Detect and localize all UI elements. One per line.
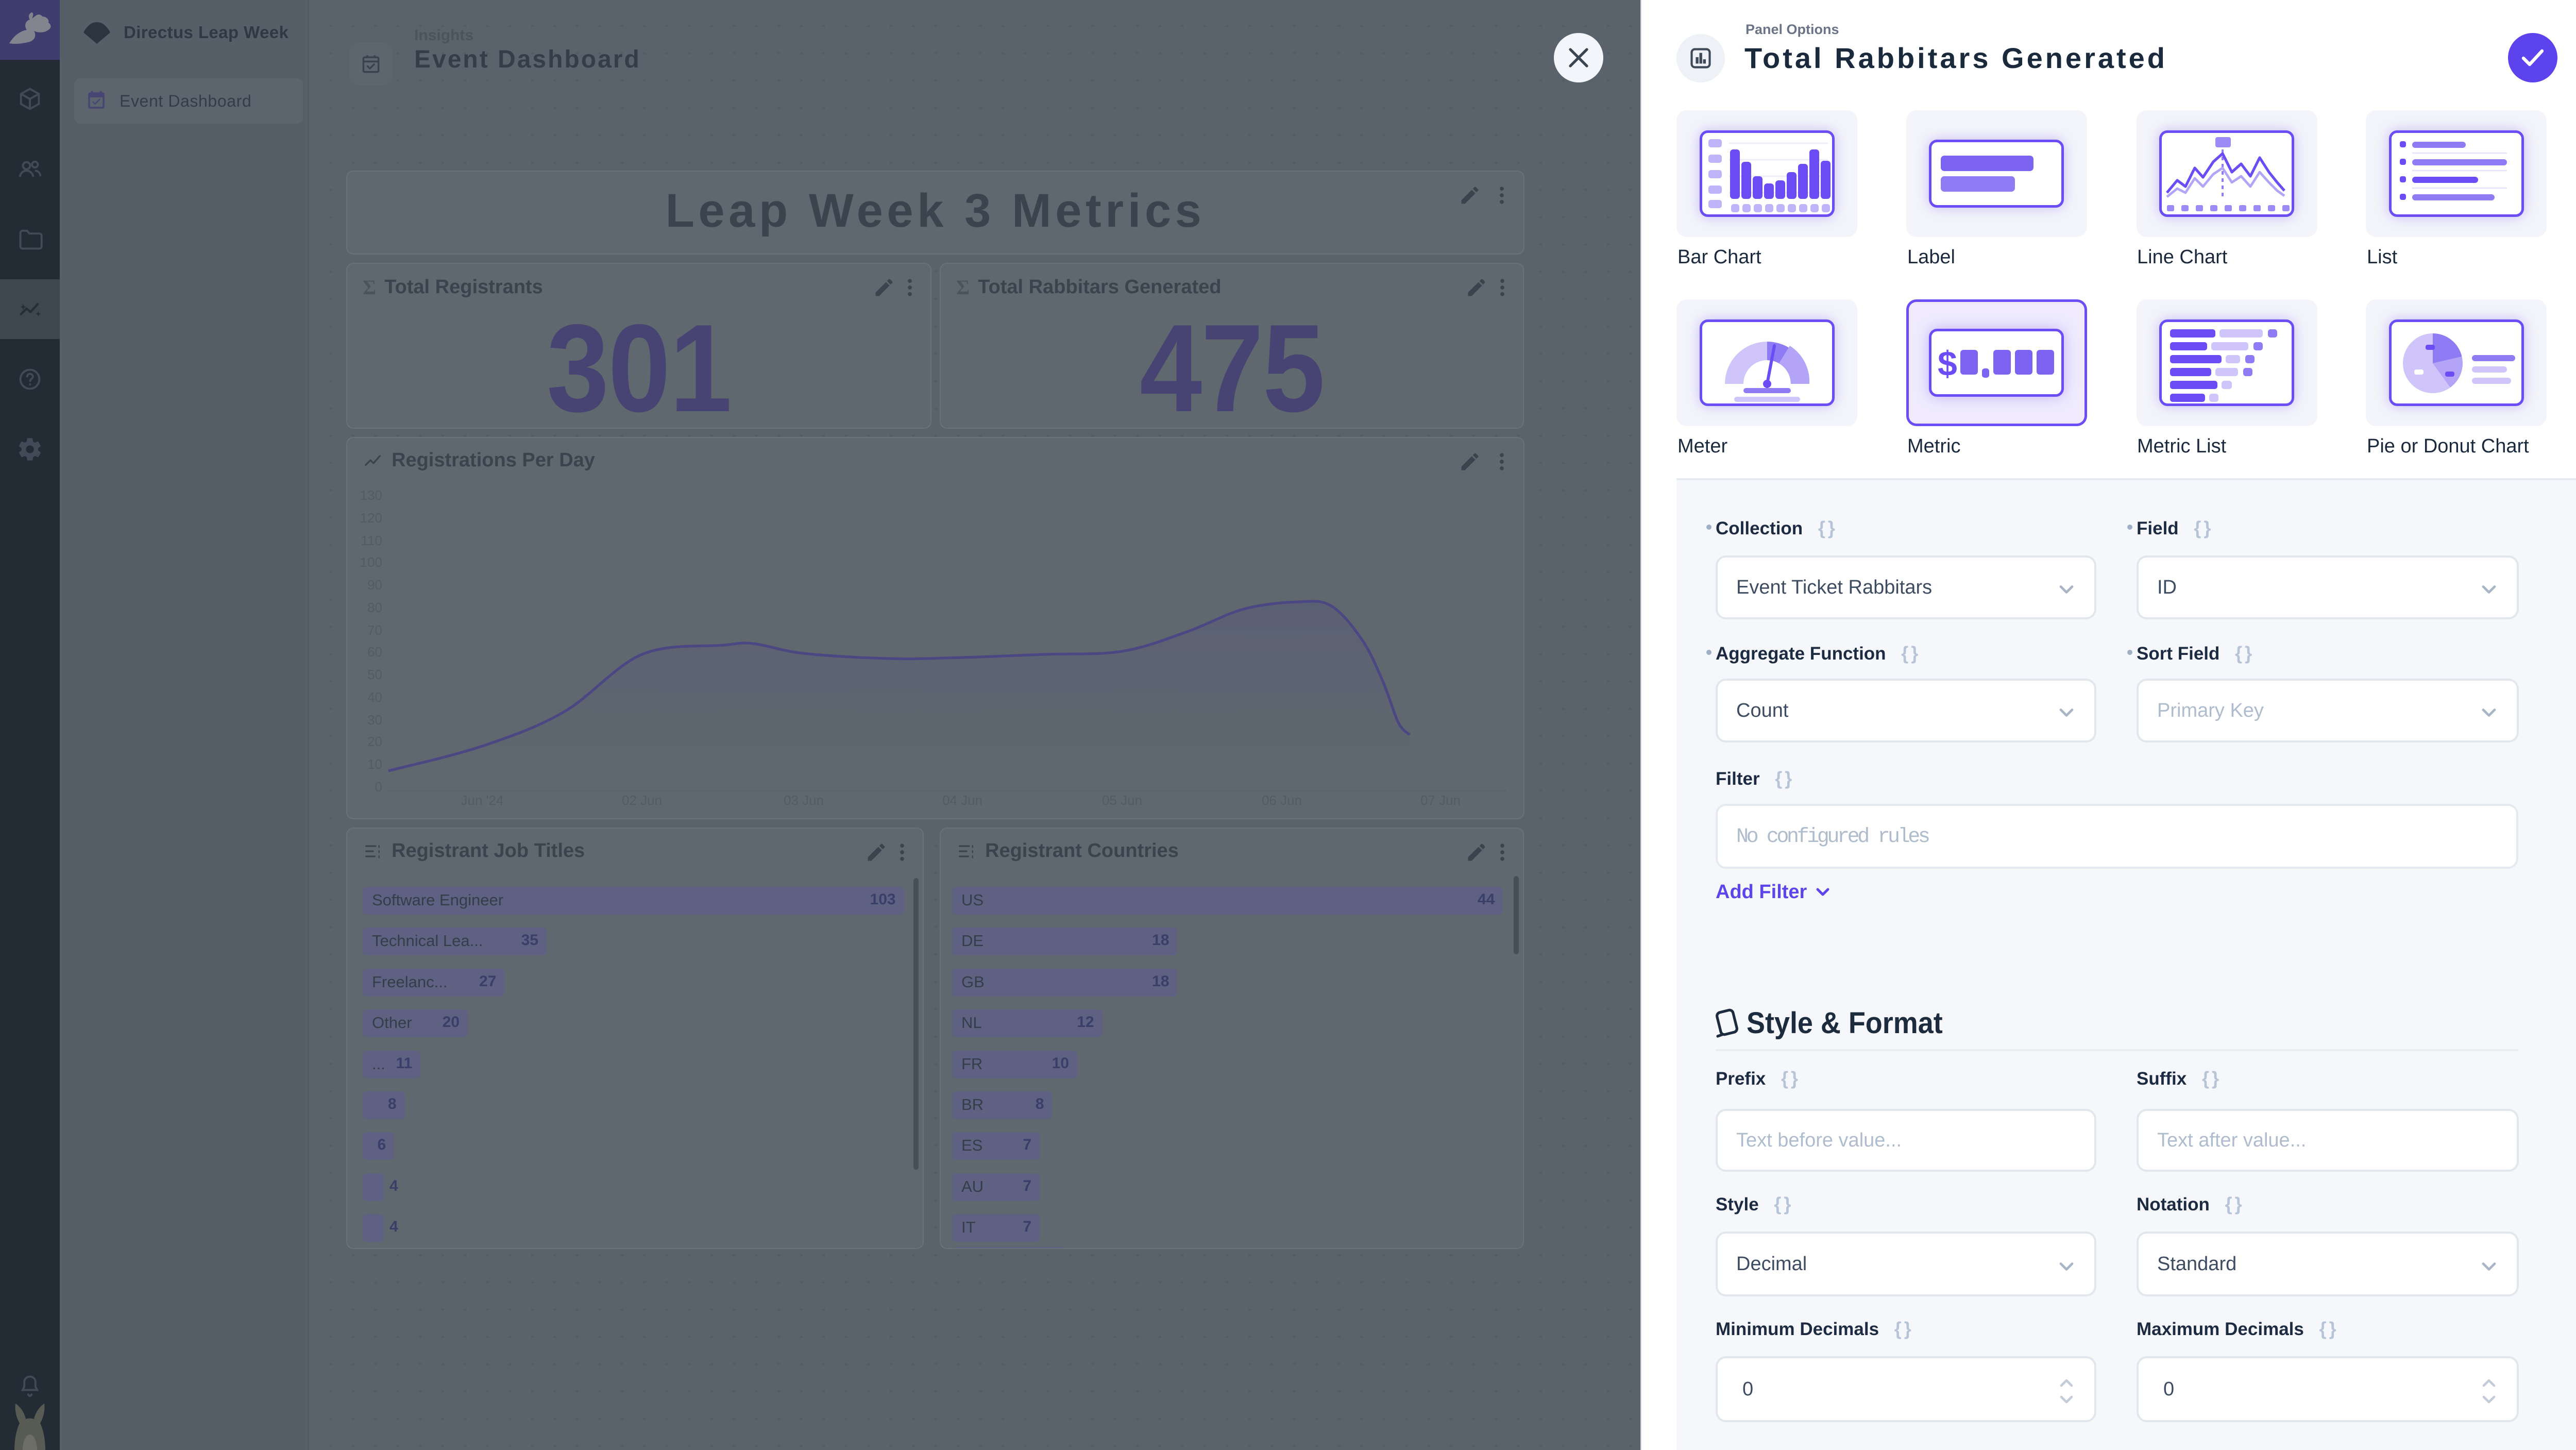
svg-text:40: 40 xyxy=(367,689,382,705)
svg-text:04 Jun: 04 Jun xyxy=(942,793,982,808)
svg-text:Jun '24: Jun '24 xyxy=(461,793,503,808)
svg-text:60: 60 xyxy=(367,644,382,660)
svg-text:80: 80 xyxy=(367,600,382,615)
svg-text:07 Jun: 07 Jun xyxy=(1420,793,1461,808)
svg-text:100: 100 xyxy=(360,554,382,570)
svg-text:20: 20 xyxy=(367,734,382,749)
svg-text:110: 110 xyxy=(361,533,382,548)
svg-text:05 Jun: 05 Jun xyxy=(1102,793,1142,808)
svg-text:70: 70 xyxy=(367,622,382,638)
svg-text:10: 10 xyxy=(367,756,382,772)
svg-text:120: 120 xyxy=(360,510,382,526)
svg-text:0: 0 xyxy=(375,779,382,795)
svg-text:02 Jun: 02 Jun xyxy=(622,793,662,808)
svg-text:06 Jun: 06 Jun xyxy=(1262,793,1302,808)
svg-text:90: 90 xyxy=(367,577,382,593)
svg-text:130: 130 xyxy=(360,487,382,503)
svg-text:50: 50 xyxy=(367,667,382,682)
svg-text:03 Jun: 03 Jun xyxy=(784,793,824,808)
svg-text:30: 30 xyxy=(367,712,382,728)
svg-text:$: $ xyxy=(1938,344,1957,383)
